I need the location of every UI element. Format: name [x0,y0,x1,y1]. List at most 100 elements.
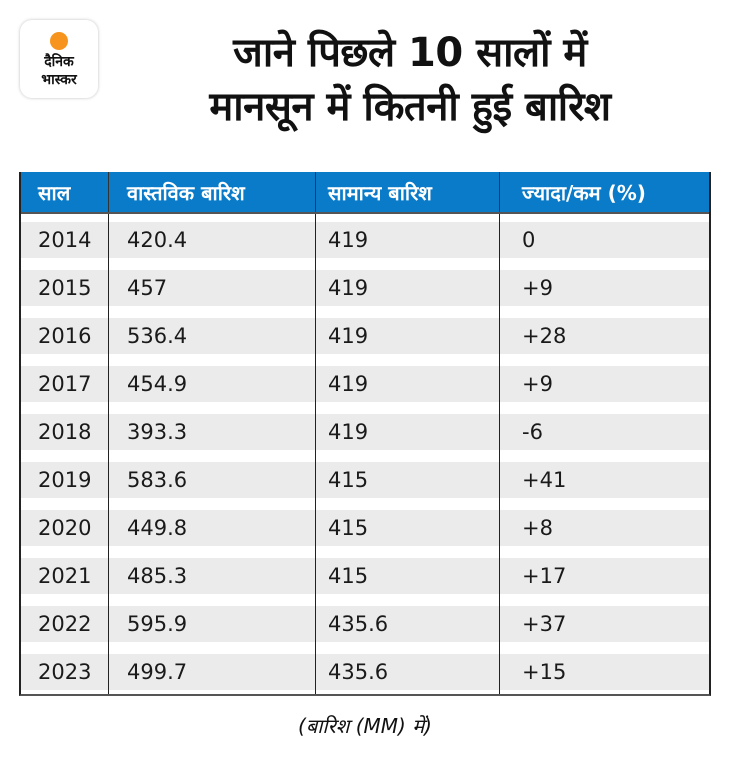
cell-change-percent: -6 [500,406,709,454]
cell-change-percent: +15 [500,646,709,694]
cell-year-text: 2017 [38,372,92,396]
cell-actual-rainfall: 449.8 [109,502,316,550]
cell-actual-rainfall-text: 393.3 [127,420,188,444]
column-header-actual-rainfall: वास्तविक बारिश [109,172,316,212]
cell-change-percent-text: 0 [522,228,536,252]
cell-normal-rainfall: 419 [316,358,500,406]
column-header-change-percent: ज्यादा/कम (%) [522,180,646,205]
logo-text-line2: भास्कर [41,72,77,88]
cell-year: 2021 [21,550,109,598]
cell-actual-rainfall-text: 449.8 [127,516,188,540]
cell-actual-rainfall-text: 536.4 [127,324,188,348]
title-line1: जाने पिछले 10 सालों में [233,30,587,76]
cell-change-percent-text: +17 [522,564,567,588]
table-row: 2017 454.9 419 +9 [21,358,709,406]
cell-normal-rainfall: 435.6 [316,646,500,694]
cell-year: 2023 [21,646,109,694]
page-title: जाने पिछले 10 सालों में मानसून में कितनी… [100,26,720,134]
table-row: 2020 449.8 415 +8 [21,502,709,550]
cell-change-percent: +9 [500,262,709,310]
cell-change-percent: +17 [500,550,709,598]
cell-actual-rainfall: 454.9 [109,358,316,406]
cell-actual-rainfall: 420.4 [109,214,316,262]
table-row: 2023 499.7 435.6 +15 [21,646,709,694]
cell-year: 2020 [21,502,109,550]
unit-footnote: (बारिश (MM) में) [298,714,432,738]
cell-change-percent: +8 [500,502,709,550]
table-row: 2018 393.3 419 -6 [21,406,709,454]
cell-change-percent-text: +9 [522,276,553,300]
cell-normal-rainfall-text: 419 [328,420,369,444]
cell-normal-rainfall-text: 419 [328,324,369,348]
table-header: साल वास्तविक बारिश सामान्य बारिश ज्यादा/… [21,172,709,214]
cell-actual-rainfall: 536.4 [109,310,316,358]
cell-year-text: 2019 [38,468,92,492]
cell-actual-rainfall-text: 454.9 [127,372,188,396]
cell-change-percent: +41 [500,454,709,502]
cell-year-text: 2016 [38,324,92,348]
cell-normal-rainfall-text: 419 [328,228,369,252]
cell-actual-rainfall-text: 499.7 [127,660,188,684]
cell-normal-rainfall-text: 435.6 [328,612,389,636]
table-row: 2014 420.4 419 0 [21,214,709,262]
cell-year: 2015 [21,262,109,310]
cell-normal-rainfall-text: 435.6 [328,660,389,684]
cell-actual-rainfall-text: 485.3 [127,564,188,588]
dainik-bhaskar-logo: दैनिक भास्कर [20,20,98,98]
cell-change-percent-text: -6 [522,420,543,444]
cell-change-percent: 0 [500,214,709,262]
title-line2: मानसून में कितनी हुई बारिश [209,84,611,130]
cell-actual-rainfall: 393.3 [109,406,316,454]
cell-normal-rainfall-text: 415 [328,468,369,492]
cell-normal-rainfall: 415 [316,502,500,550]
logo-text-line1: दैनिक [44,54,74,70]
table-row: 2016 536.4 419 +28 [21,310,709,358]
table-row: 2019 583.6 415 +41 [21,454,709,502]
cell-change-percent-text: +41 [522,468,567,492]
cell-year: 2014 [21,214,109,262]
column-header-normal-rainfall: सामान्य बारिश [316,172,500,212]
cell-actual-rainfall: 595.9 [109,598,316,646]
cell-year-text: 2018 [38,420,92,444]
cell-change-percent-text: +9 [522,372,553,396]
cell-normal-rainfall-text: 419 [328,372,369,396]
cell-normal-rainfall: 419 [316,406,500,454]
cell-year: 2019 [21,454,109,502]
cell-normal-rainfall: 419 [316,214,500,262]
cell-year: 2022 [21,598,109,646]
table-row: 2015 457 419 +9 [21,262,709,310]
cell-year: 2018 [21,406,109,454]
cell-change-percent: +9 [500,358,709,406]
cell-actual-rainfall: 457 [109,262,316,310]
column-header-year: साल [21,172,109,212]
cell-actual-rainfall: 499.7 [109,646,316,694]
cell-year-text: 2021 [38,564,92,588]
table-row: 2021 485.3 415 +17 [21,550,709,598]
table-body: 2014 420.4 419 0 2015 457 419 +9 2016 536.4 419 +28… [21,214,709,694]
sun-icon [50,32,68,50]
cell-actual-rainfall: 485.3 [109,550,316,598]
cell-change-percent-text: +28 [522,324,567,348]
cell-change-percent: +28 [500,310,709,358]
cell-year-text: 2020 [38,516,92,540]
table-row: 2022 595.9 435.6 +37 [21,598,709,646]
rainfall-table: साल वास्तविक बारिश सामान्य बारिश ज्यादा/… [19,172,711,696]
cell-year: 2016 [21,310,109,358]
cell-year-text: 2015 [38,276,92,300]
cell-normal-rainfall-text: 415 [328,516,369,540]
cell-year-text: 2022 [38,612,92,636]
cell-year-text: 2023 [38,660,92,684]
cell-normal-rainfall-text: 415 [328,564,369,588]
cell-year-text: 2014 [38,228,92,252]
cell-change-percent-text: +15 [522,660,567,684]
cell-change-percent-text: +8 [522,516,553,540]
cell-change-percent-text: +37 [522,612,567,636]
cell-actual-rainfall-text: 595.9 [127,612,188,636]
cell-actual-rainfall-text: 457 [127,276,168,300]
cell-actual-rainfall-text: 420.4 [127,228,188,252]
cell-normal-rainfall: 415 [316,454,500,502]
cell-normal-rainfall: 415 [316,550,500,598]
cell-normal-rainfall: 419 [316,310,500,358]
cell-year: 2017 [21,358,109,406]
cell-normal-rainfall-text: 419 [328,276,369,300]
